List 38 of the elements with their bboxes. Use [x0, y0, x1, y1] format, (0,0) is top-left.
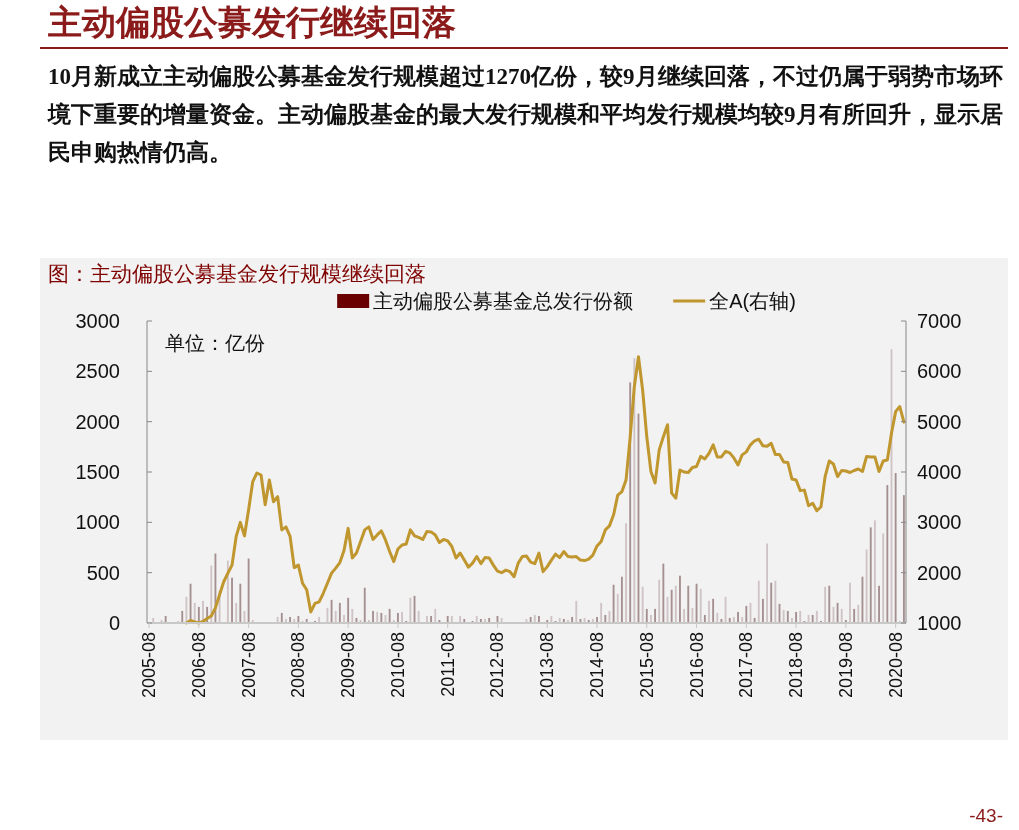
x-tick-label: 2015-08	[636, 632, 657, 699]
x-tick-label: 2017-08	[736, 632, 757, 699]
x-tick-label: 2006-08	[188, 632, 209, 699]
text: -43-	[969, 805, 1003, 826]
x-tick-label: 2009-08	[338, 632, 359, 699]
x-tick-label: 2012-08	[487, 632, 508, 699]
y2-tick-label: 4000	[917, 461, 962, 483]
x-tick-label: 2016-08	[686, 632, 707, 699]
chart-subtitle: 10月新成立主动偏股公募基金发行规模超过1270亿份，较9月继续回落，不过仍属于弱势市场环境下重要的增量资金。主动偏股基金的最大发行规模和平均发行规模均较9月有所回升，显示居民申购热情仍高。	[48, 63, 1004, 167]
x-tick-label: 2019-08	[835, 632, 856, 699]
y-tick-label: 2500	[75, 360, 120, 383]
y2-tick-label: 5000	[917, 410, 962, 433]
y-tick-label: 500	[86, 561, 120, 584]
x-tick-label: 2018-08	[786, 632, 807, 699]
x-tick-label: 2011-08	[437, 632, 458, 697]
x-tick-label: 2007-08	[238, 632, 259, 699]
x-tick-label: 2010-08	[387, 632, 408, 699]
x-tick-label: 2005-08	[139, 632, 160, 699]
x-tick-label: 2008-08	[288, 632, 309, 699]
x-tick-label: 2013-08	[537, 632, 558, 699]
y-tick-label: 3000	[75, 310, 120, 332]
legend-label: 全A(右轴)	[709, 290, 796, 312]
line-series	[184, 355, 906, 625]
x-tick-label: 2020-08	[885, 632, 906, 699]
legend: 主动偏股公募基金总发行份额 全A(右轴)	[337, 290, 796, 312]
y2-tick-label: 3000	[917, 511, 962, 534]
y2-tick-label: 7000	[917, 310, 962, 332]
x-tick-label: 2014-08	[587, 632, 608, 699]
y-tick-label: 1500	[75, 461, 120, 483]
y2-tick-label: 2000	[917, 561, 962, 584]
y2-tick-label: 1000	[917, 612, 962, 634]
chart-title: 主动偏股公募发行继续回落	[48, 3, 456, 43]
y-tick-label: 0	[108, 612, 120, 634]
y2-tick-label: 6000	[917, 360, 962, 383]
y-tick-label: 2000	[75, 410, 120, 433]
y-tick-label: 1000	[75, 511, 120, 534]
annotation: 单位：亿份	[165, 332, 265, 354]
text: 图：主动偏股公募基金发行规模继续回落	[48, 262, 426, 285]
